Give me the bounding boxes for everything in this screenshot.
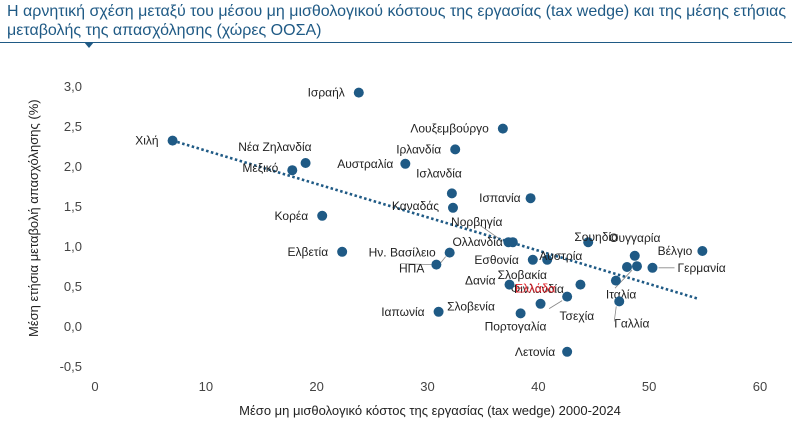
y-tick-label: 3,0 bbox=[64, 79, 82, 94]
data-point bbox=[647, 262, 658, 273]
data-point-label: Νορβηγία bbox=[451, 215, 502, 229]
data-point bbox=[629, 250, 640, 261]
data-point-label: Ισραήλ bbox=[308, 86, 345, 100]
data-point bbox=[535, 298, 546, 309]
data-point-label: Εσθονία bbox=[474, 253, 518, 267]
x-tick-label: 50 bbox=[642, 379, 656, 394]
data-point bbox=[400, 158, 411, 169]
data-point bbox=[697, 246, 708, 256]
data-point-label: Ιαπωνία bbox=[381, 305, 424, 319]
x-tick-label: 60 bbox=[753, 379, 767, 394]
y-tick-label: 2,5 bbox=[64, 119, 82, 134]
data-point-label: Ισπανία bbox=[479, 191, 520, 205]
y-tick-label: 1,0 bbox=[64, 239, 82, 254]
data-point bbox=[300, 158, 311, 168]
data-point-label: Αυστρία bbox=[539, 249, 582, 263]
data-point-label: Δανία bbox=[465, 274, 496, 288]
data-point bbox=[433, 306, 444, 317]
title-divider bbox=[0, 42, 792, 43]
data-point bbox=[167, 135, 178, 146]
data-point bbox=[497, 123, 508, 134]
data-point bbox=[562, 291, 573, 302]
data-point bbox=[317, 210, 328, 221]
data-point-label: Σλοβακία bbox=[498, 268, 547, 282]
leader-line bbox=[548, 300, 563, 309]
leader-line bbox=[478, 223, 499, 239]
x-tick-label: 10 bbox=[199, 379, 213, 394]
x-axis-label: Μέσο μη μισθολογικό κόστος της εργασίας … bbox=[239, 403, 621, 418]
trendline bbox=[172, 139, 700, 301]
leader-line bbox=[613, 306, 617, 322]
x-tick-label: 30 bbox=[420, 379, 434, 394]
data-point bbox=[583, 237, 594, 248]
data-point bbox=[353, 87, 364, 98]
data-point bbox=[525, 193, 536, 204]
y-tick-label: 0,0 bbox=[64, 319, 82, 334]
data-point-label: Πορτογαλία bbox=[485, 319, 547, 333]
data-point-label: Ιρλανδία bbox=[396, 142, 441, 156]
data-point-label: Γερμανία bbox=[677, 261, 725, 275]
data-point bbox=[622, 262, 632, 272]
data-point bbox=[562, 346, 573, 357]
y-tick-label: 1,5 bbox=[64, 199, 82, 214]
data-point bbox=[631, 261, 642, 272]
x-tick-label: 20 bbox=[309, 379, 323, 394]
y-tick-label: 2,0 bbox=[64, 159, 82, 174]
y-tick-label: -0,5 bbox=[60, 359, 82, 374]
data-point bbox=[614, 296, 625, 307]
data-point-label: Ιταλία bbox=[606, 288, 637, 302]
data-point-label: Σλοβενία bbox=[447, 300, 495, 314]
data-point-label: Φινλανδία bbox=[511, 282, 564, 296]
data-point-label: Μεξικό bbox=[242, 161, 278, 175]
y-tick-label: 0,5 bbox=[64, 279, 82, 294]
data-point bbox=[610, 275, 621, 286]
data-point-label: Ην. Βασίλειο bbox=[369, 246, 436, 260]
data-point-label: Ουγγαρία bbox=[609, 231, 660, 245]
data-point-label: Καναδάς bbox=[392, 199, 439, 213]
data-point bbox=[542, 254, 553, 265]
data-point-label: Λουξεμβούργο bbox=[410, 122, 489, 136]
data-point bbox=[287, 165, 298, 176]
data-point bbox=[515, 308, 526, 319]
data-point-label: ΗΠΑ bbox=[399, 262, 424, 276]
y-axis-label: Μέση ετήσια μεταβολή απασχόλησης (%) bbox=[26, 99, 41, 337]
data-point-label: Τσεχία bbox=[560, 309, 595, 323]
data-point bbox=[527, 254, 538, 265]
data-point-label: Ολλανδία bbox=[452, 235, 502, 249]
data-point-label: Αυστραλία bbox=[337, 157, 393, 171]
data-point-label: Νέα Ζηλανδία bbox=[238, 140, 311, 154]
data-point-label: Βέλγιο bbox=[658, 244, 693, 258]
data-point bbox=[431, 259, 442, 270]
title-divider-notch bbox=[84, 42, 94, 48]
data-point-label: Σουηδία bbox=[574, 230, 618, 244]
x-tick-label: 40 bbox=[531, 379, 545, 394]
data-point bbox=[447, 202, 458, 213]
x-tick-label: 0 bbox=[91, 379, 98, 394]
data-point bbox=[507, 237, 518, 248]
data-point-label: Γαλλία bbox=[614, 316, 649, 330]
data-point-label: Ισλανδία bbox=[416, 166, 462, 180]
data-point-label: Ελλάδα bbox=[515, 282, 555, 296]
data-point bbox=[504, 279, 515, 290]
leader-line bbox=[400, 263, 432, 265]
data-point bbox=[446, 188, 457, 199]
data-point-label: Κορέα bbox=[275, 209, 309, 223]
data-point bbox=[444, 247, 455, 258]
data-point-label: Χιλή bbox=[135, 134, 158, 148]
data-point-label: Λετονία bbox=[515, 345, 555, 359]
data-point bbox=[450, 144, 461, 155]
data-point bbox=[575, 279, 586, 290]
data-point-label: Ελβετία bbox=[288, 245, 329, 259]
chart-title: Η αρνητική σχέση μεταξύ του μέσου μη μισ… bbox=[7, 3, 787, 39]
data-point bbox=[337, 246, 348, 257]
